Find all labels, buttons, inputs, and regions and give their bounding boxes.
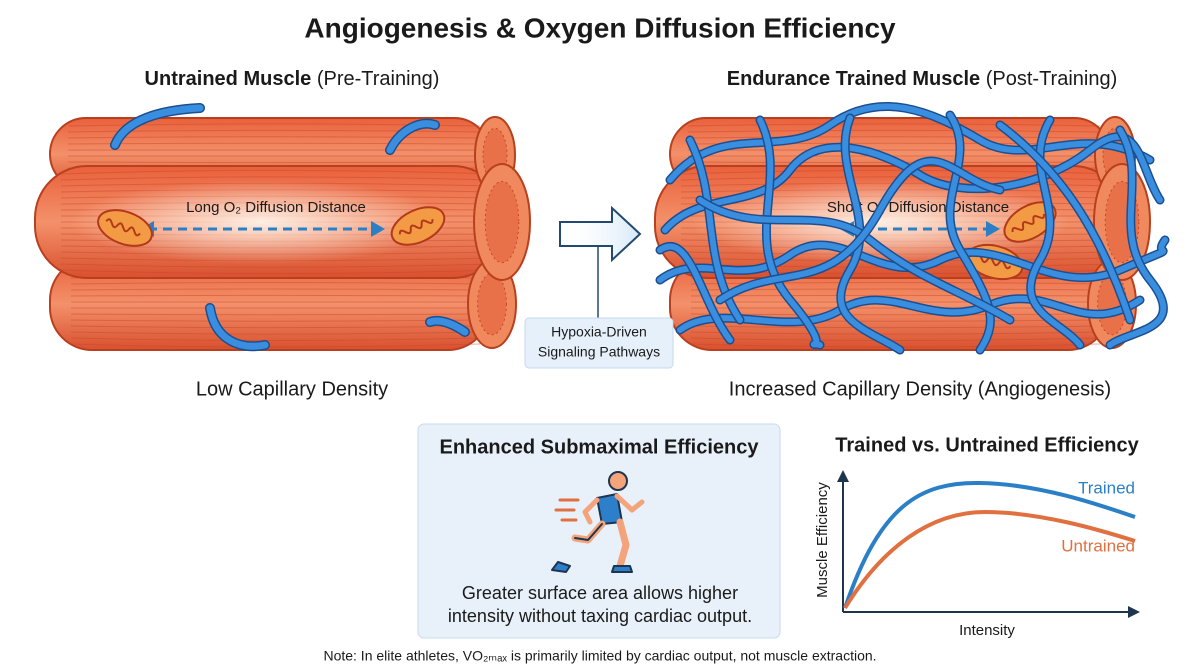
heading-note: (Pre-Training) [317, 68, 440, 90]
panel-heading: Endurance Trained Muscle (Post-Training) [727, 68, 1118, 90]
striation [690, 294, 1101, 297]
panel-caption: Increased Capillary Density (Angiogenesi… [729, 378, 1111, 400]
footnote: Note: In elite athletes, VO₂ₘₐₓ is prima… [323, 648, 876, 664]
y-axis-label: Muscle Efficiency [814, 482, 831, 598]
capillary-fill [667, 103, 1153, 183]
capillary-fill [1107, 127, 1167, 348]
runner-icon-part [611, 565, 633, 573]
runner-icon-part [582, 497, 600, 525]
runner-icon-part [608, 471, 628, 491]
panel-caption: Low Capillary Density [196, 378, 388, 400]
striation [67, 161, 481, 164]
x-axis-label: Intensity [959, 622, 1015, 639]
capillary-fill [657, 237, 1168, 283]
striation [690, 331, 1101, 335]
mitochondrion-body [1003, 201, 1057, 243]
highlight [70, 180, 450, 264]
box-title: Enhanced Submaximal Efficiency [440, 436, 760, 458]
mitochondrion-body [97, 209, 153, 247]
runner-icon-part [574, 523, 603, 541]
cristae [398, 219, 434, 235]
striation [70, 337, 481, 342]
mitochondrion-body [390, 206, 446, 246]
transition-label: Hypoxia-Driven [551, 324, 647, 340]
striation [70, 288, 481, 291]
capillary-fill [757, 117, 823, 348]
x-axis-head [1128, 606, 1140, 618]
efficiency-box: Enhanced Submaximal Efficiency Greater s… [417, 423, 781, 639]
heading-strong: Untrained Muscle [145, 68, 312, 90]
capillary-fill [837, 115, 903, 353]
trained-curve [843, 480, 1136, 609]
heading-strong: Endurance Trained Muscle [727, 68, 980, 90]
capillary-fill [697, 197, 1013, 323]
y-axis-head [837, 470, 849, 482]
diffusion-label: Short O₂ Diffusion Distance [827, 199, 1009, 216]
striation [60, 263, 496, 268]
striation [70, 343, 481, 348]
box-text: intensity without taxing cardiac output. [448, 606, 752, 626]
runner-icon-part [551, 561, 571, 573]
untrained-curve [843, 509, 1136, 610]
arrow-head [371, 221, 385, 237]
efficiency-chart: Trained vs. Untrained Efficiency Muscle … [814, 434, 1140, 639]
transition-arrow [559, 205, 642, 263]
striation [70, 331, 481, 335]
runner-icon-part [554, 498, 580, 522]
capillary-fill [997, 122, 1133, 323]
mitochondrion [1003, 201, 1057, 243]
capillary-fill [657, 243, 733, 343]
runner-icon-part [616, 518, 630, 570]
capillary-fill [206, 304, 269, 350]
cristae [1011, 213, 1045, 233]
trained-muscle: Short O₂ Diffusion Distance [654, 101, 1170, 355]
chart-title: Trained vs. Untrained Efficiency [835, 434, 1139, 456]
series-label: Untrained [1061, 536, 1135, 555]
title: Angiogenesis & Oxygen Diffusion Efficien… [304, 12, 896, 43]
striation [70, 325, 481, 329]
striation [70, 319, 481, 322]
capillary-fill [426, 317, 469, 336]
highlight [690, 180, 1070, 264]
series-label: Trained [1078, 478, 1135, 497]
striation [70, 294, 481, 297]
cross-section-inner [484, 180, 520, 264]
runner-icon-part [614, 493, 645, 513]
heading-note: (Post-Training) [986, 68, 1118, 90]
striation [60, 176, 496, 181]
striation [70, 282, 481, 285]
arrow-head [986, 221, 1000, 237]
transition-label: Signaling Pathways [538, 344, 660, 360]
capillary-fill [717, 158, 1003, 303]
striation [70, 313, 481, 316]
striation [60, 269, 496, 275]
cristae [974, 253, 1012, 270]
striation [690, 325, 1101, 329]
capillary-fill [386, 120, 439, 154]
cristae [105, 218, 141, 237]
capillary-fill [111, 104, 204, 149]
transition: Hypoxia-Driven Signaling Pathways [524, 205, 674, 369]
striation [60, 169, 496, 175]
label-box [524, 317, 674, 369]
diffusion-label: Long O₂ Diffusion Distance [186, 199, 366, 216]
cross-section-inner [477, 272, 507, 336]
box-text: Greater surface area allows higher [462, 583, 738, 603]
mitochondrion [97, 209, 153, 247]
runner-icon [551, 471, 645, 573]
panel-heading: Untrained Muscle (Pre-Training) [145, 68, 440, 90]
capillary-fill [677, 295, 1143, 333]
striation [67, 142, 481, 145]
capillary-fill [947, 112, 994, 353]
untrained-muscle: Long O₂ Diffusion Distance [34, 103, 531, 352]
mitochondrion [390, 206, 446, 246]
